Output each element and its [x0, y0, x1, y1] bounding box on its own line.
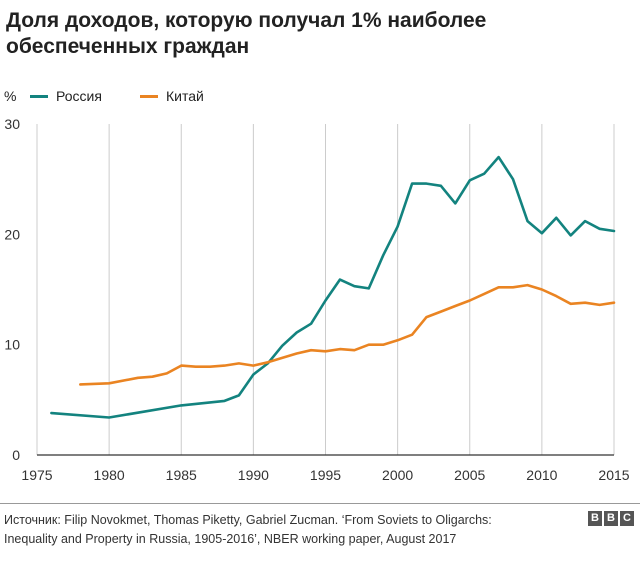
x-tick-label-1995: 1995	[310, 467, 341, 483]
x-tick-label-1975: 1975	[21, 467, 52, 483]
x-tick-label-2010: 2010	[526, 467, 557, 483]
bbc-logo: B B C	[588, 511, 634, 526]
legend-item-russia: Россия	[30, 88, 102, 104]
x-tick-label-1985: 1985	[166, 467, 197, 483]
x-tick-label-1980: 1980	[94, 467, 125, 483]
bbc-logo-block-3: C	[620, 511, 634, 526]
x-tick-label-2000: 2000	[382, 467, 413, 483]
source-line-2: Inequality and Property in Russia, 1905-…	[4, 532, 457, 546]
legend-swatch-china	[140, 94, 158, 98]
x-tick-label-2015: 2015	[598, 467, 629, 483]
y-tick-label-30: 30	[4, 116, 20, 132]
source-note: Источник: Filip Novokmet, Thomas Piketty…	[4, 511, 564, 549]
series-line-china	[79, 283, 616, 386]
x-tick-label-2005: 2005	[454, 467, 485, 483]
legend-swatch-russia	[30, 94, 48, 98]
legend: % Россия Китай	[0, 86, 640, 108]
legend-label-russia: Россия	[56, 88, 102, 104]
series-line-russia	[50, 155, 616, 419]
source-line-1: Источник: Filip Novokmet, Thomas Piketty…	[4, 513, 492, 527]
chart-title: Доля доходов, которую получал 1% наиболе…	[6, 8, 626, 60]
bbc-logo-block-2: B	[604, 511, 618, 526]
y-unit-label: %	[4, 88, 17, 104]
line-chart: 1975 1980 1985 1990 1995 2000 2005 2010 2015 0 10 2…	[4, 116, 629, 483]
y-tick-label-20: 20	[4, 226, 20, 242]
legend-label-china: Китай	[166, 88, 204, 104]
chart-title-line-2: обеспеченных граждан	[6, 35, 250, 58]
y-tick-label-0: 0	[12, 447, 20, 463]
legend-item-china: Китай	[140, 88, 204, 104]
x-tick-label-1990: 1990	[238, 467, 269, 483]
source-divider	[0, 503, 640, 504]
chart-title-line-1: Доля доходов, которую получал 1% наиболе…	[6, 9, 487, 32]
y-tick-label-10: 10	[4, 337, 20, 353]
bbc-logo-block-1: B	[588, 511, 602, 526]
